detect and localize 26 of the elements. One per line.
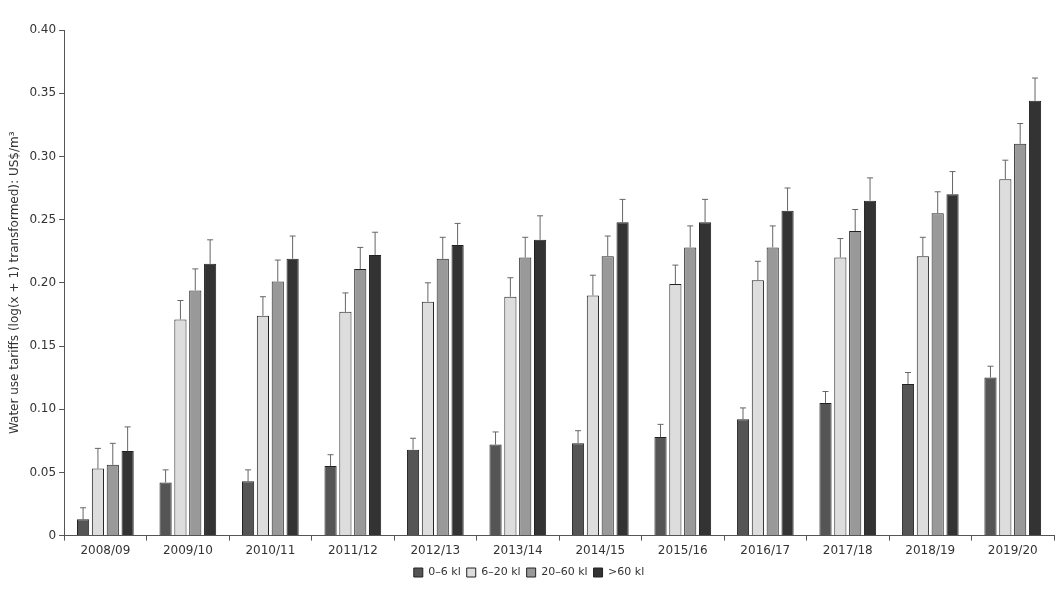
x-tick-label: 2019/20 [987,542,1038,557]
y-tick-label: 0 [48,527,57,542]
x-tick-label: 2017/18 [822,542,873,557]
legend-label: 6–20 kl [481,565,521,579]
y-tick-label: 0.10 [29,401,57,416]
y-tick-label: 0.25 [29,211,57,226]
y-tick-label: 0.30 [29,148,57,163]
x-tick-label: 2010/11 [245,542,296,557]
x-tick-label: 2009/10 [162,542,213,557]
x-tick-label: 2014/15 [575,542,626,557]
x-tick-label: 2011/12 [327,542,378,557]
y-tick-label: 0.20 [29,274,57,289]
x-tick-label: 2016/17 [740,542,791,557]
legend-label: 20–60 kl [541,565,588,579]
y-tick-label: 0.35 [29,85,57,100]
y-axis-title: Water use tariffs (log(x + 1) transformed): US$/m³ [7,131,22,435]
y-tick-label: 0.15 [29,338,57,353]
x-tick-label: 2018/19 [905,542,956,557]
legend-label: >60 kl [608,565,645,579]
legend-label: 0–6 kl [428,565,461,579]
y-tick-label: 0.05 [29,464,57,479]
x-tick-label: 2013/14 [492,542,543,557]
x-tick-label: 2008/09 [80,542,131,557]
x-tick-label: 2015/16 [657,542,708,557]
y-tick-label: 0.40 [29,22,57,37]
x-tick-label: 2012/13 [410,542,461,557]
